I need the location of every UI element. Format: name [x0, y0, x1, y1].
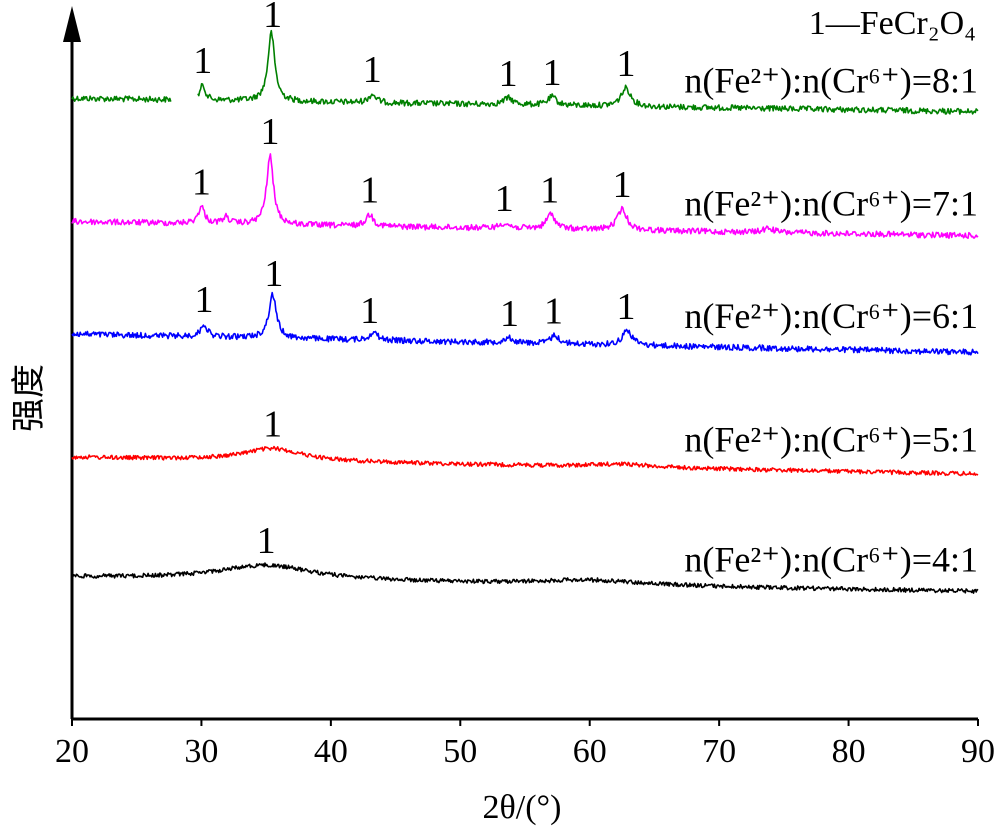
x-tick-label: 60	[573, 733, 607, 770]
y-axis-title: 强度	[10, 364, 48, 432]
series-label-6-1: n(Fe²⁺):n(Cr⁶⁺)=6:1	[684, 296, 978, 336]
peak-marker: 1	[613, 164, 632, 206]
series-label-4-1: n(Fe²⁺):n(Cr⁶⁺)=4:1	[684, 539, 978, 579]
series-line-5-1	[71, 445, 979, 477]
series-label-8-1: n(Fe²⁺):n(Cr⁶⁺)=8:1	[684, 60, 978, 100]
peak-marker: 1	[193, 40, 212, 82]
x-tick-label: 30	[184, 733, 218, 770]
x-tick-label: 90	[961, 733, 995, 770]
peak-marker: 1	[616, 286, 635, 328]
legend: 1—FeCr₂O₄	[809, 5, 976, 42]
peak-marker: 1	[261, 111, 280, 153]
y-axis-arrowhead	[63, 6, 81, 42]
x-tick-label: 50	[443, 733, 477, 770]
series-line-7-1	[71, 153, 979, 239]
legend-marker: 1	[809, 5, 826, 42]
x-axis-title: 2θ/(°)	[483, 789, 562, 826]
peak-marker: 1	[195, 279, 214, 321]
peak-marker: 1	[360, 290, 379, 332]
peak-marker: 1	[192, 162, 211, 204]
peak-marker: 1	[264, 253, 283, 295]
x-tick-label: 20	[55, 733, 89, 770]
peak-marker: 1	[360, 169, 379, 211]
series-label-7-1: n(Fe²⁺):n(Cr⁶⁺)=7:1	[684, 184, 978, 224]
series-line-8-1	[71, 29, 979, 115]
series-line-6-1	[71, 291, 979, 356]
series-layer	[71, 29, 979, 594]
x-tick-label: 80	[832, 733, 866, 770]
peak-marker: 1	[543, 52, 562, 94]
series-line-4-1	[71, 562, 979, 594]
peak-marker: 1	[257, 520, 276, 562]
peak-marker: 1	[263, 403, 282, 445]
peak-marker: 1	[544, 291, 563, 333]
peak-marker: 1	[495, 178, 514, 220]
peak-marker: 1	[500, 293, 519, 335]
series-label-5-1: n(Fe²⁺):n(Cr⁶⁺)=5:1	[684, 419, 978, 459]
x-tick-label: 40	[314, 733, 348, 770]
x-tick-label: 70	[702, 733, 736, 770]
legend-text: —FeCr₂O₄	[825, 5, 976, 42]
peak-marker: 1	[540, 170, 559, 212]
x-ticks: 20 30 40 50 60 70 80 90	[55, 719, 995, 770]
series-labels: n(Fe²⁺):n(Cr⁶⁺)=8:1 n(Fe²⁺):n(Cr⁶⁺)=7:1 n(…	[684, 60, 978, 579]
peak-marker: 1	[499, 53, 518, 95]
peak-marker: 1	[616, 43, 635, 85]
peak-marker: 1	[263, 0, 282, 36]
peak-marker: 1	[363, 49, 382, 91]
